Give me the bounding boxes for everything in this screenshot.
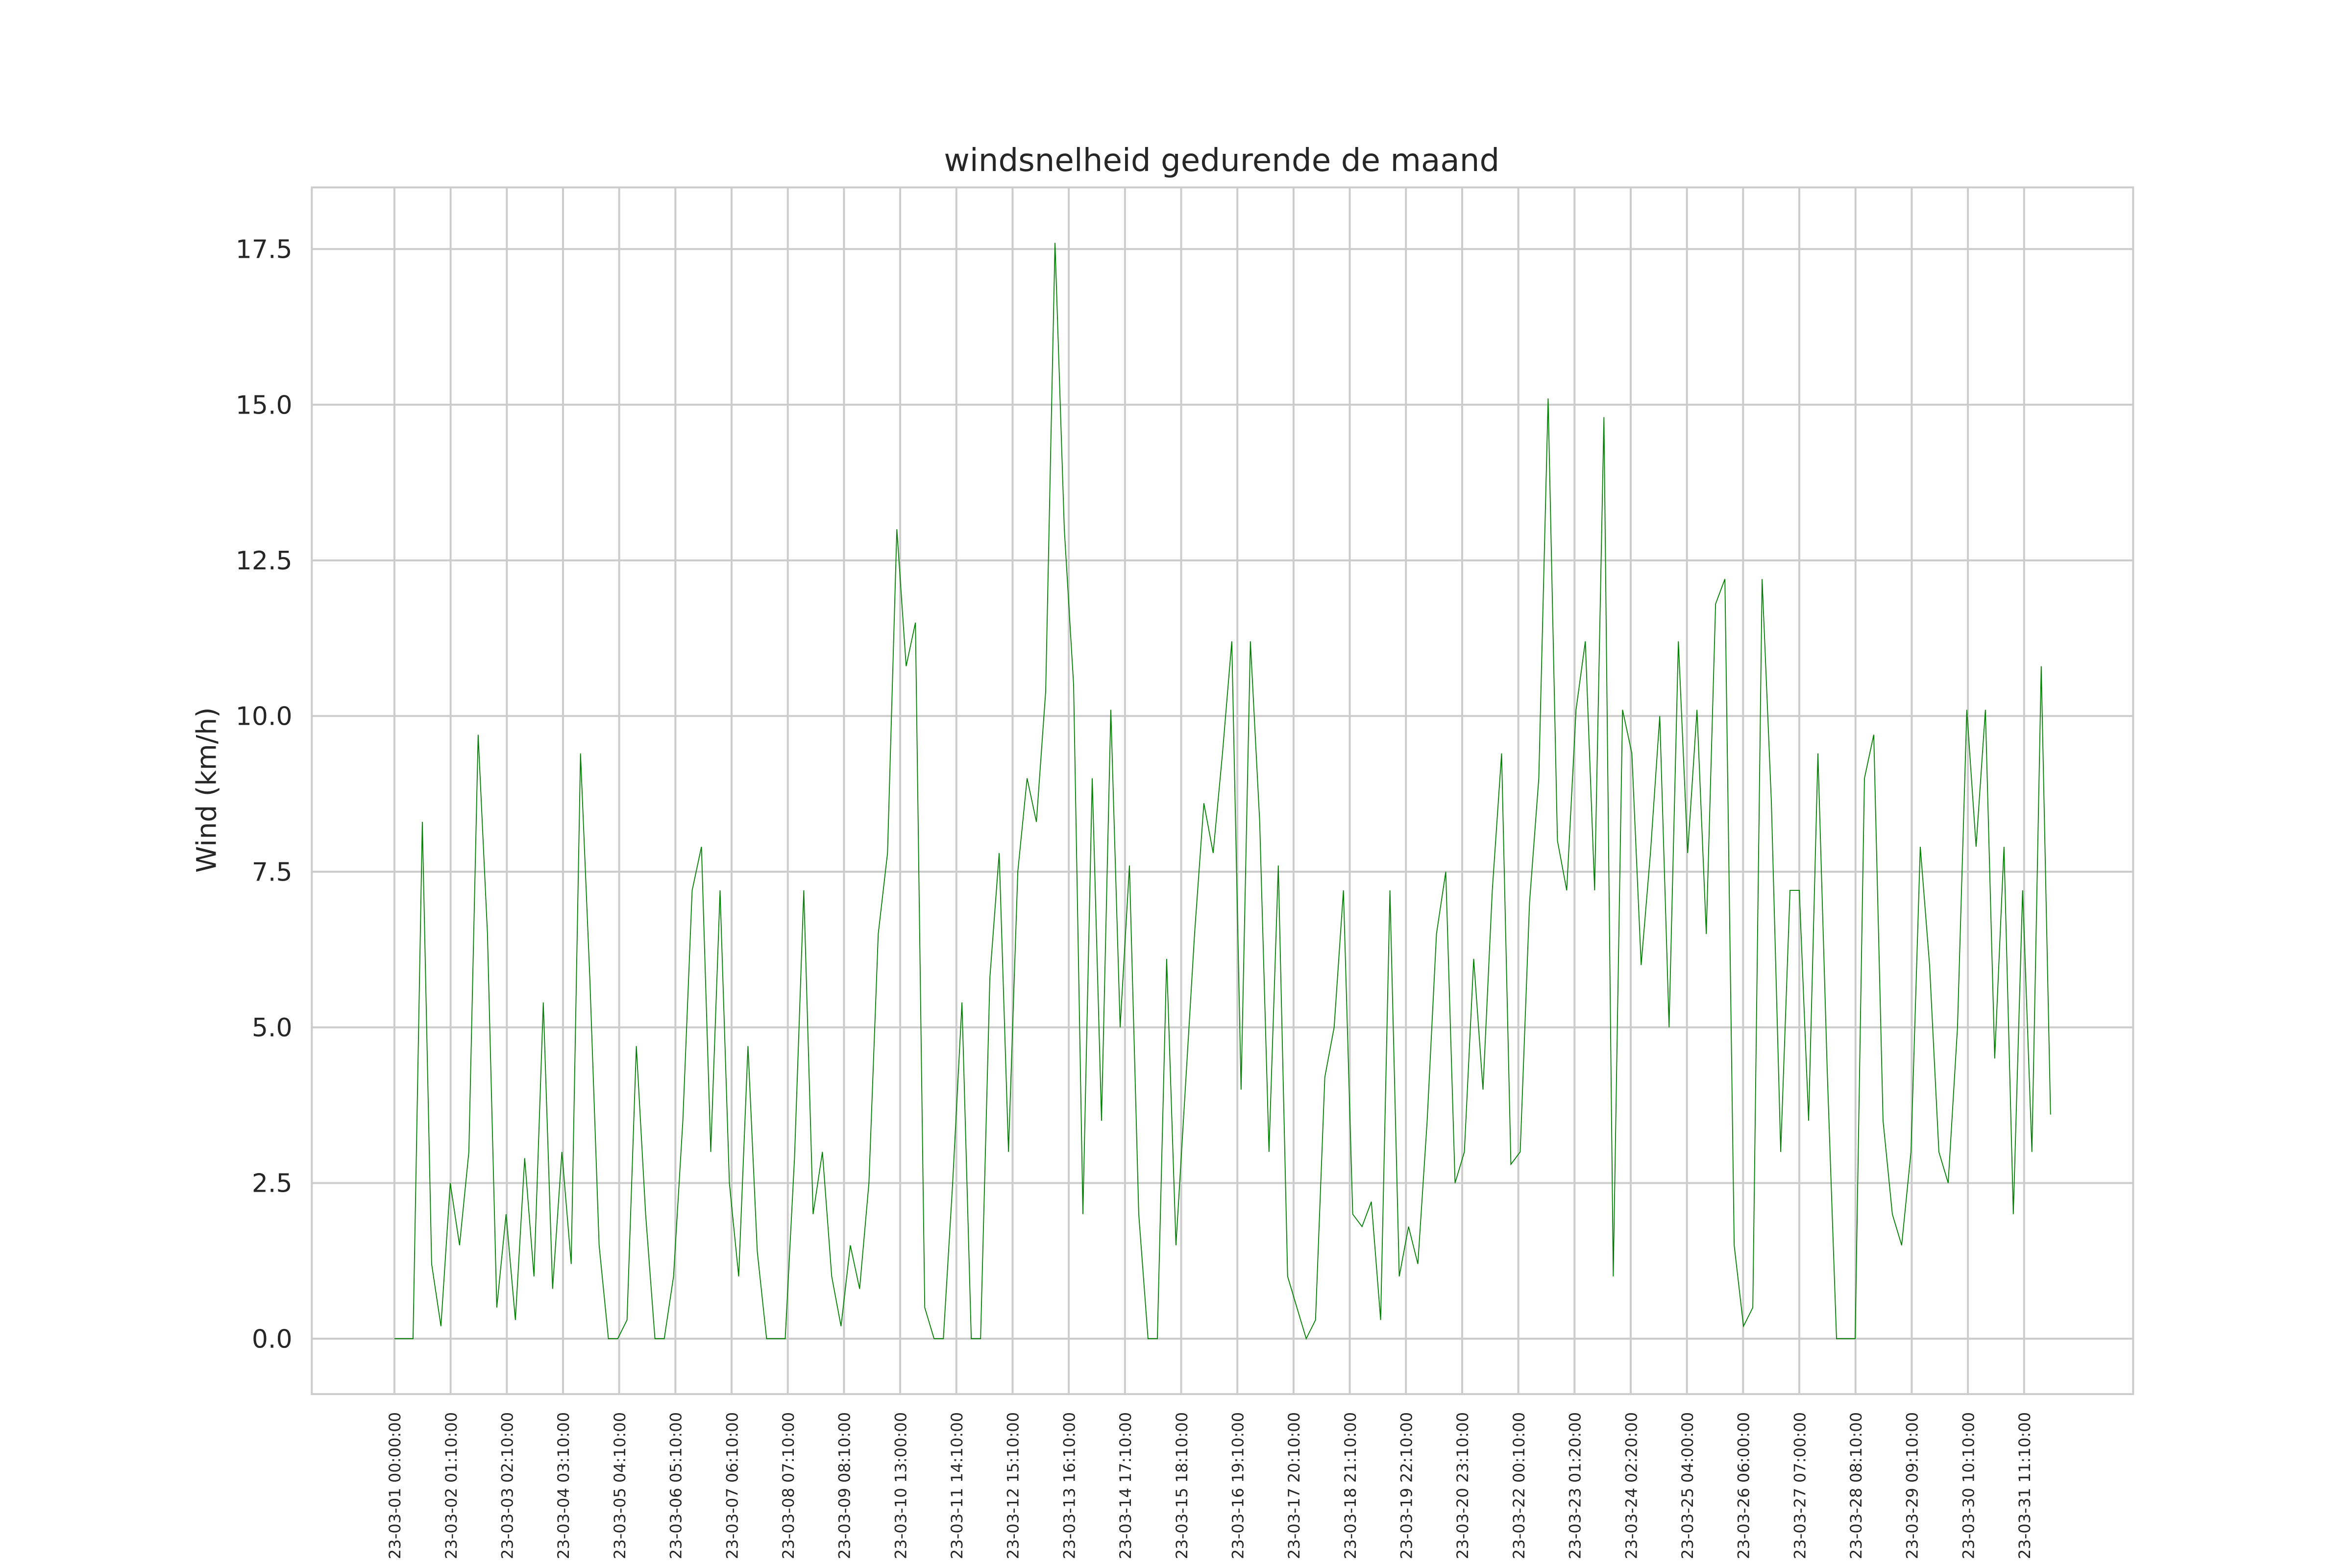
x-tick-label: 23-03-01 00:00:00 <box>386 1412 404 1559</box>
x-tick-label: 23-03-30 10:10:00 <box>1959 1412 1978 1559</box>
x-tick-label: 23-03-05 04:10:00 <box>611 1412 629 1559</box>
y-tick-label: 5.0 <box>252 1013 293 1043</box>
x-tick-label: 23-03-15 18:10:00 <box>1173 1412 1191 1559</box>
x-tick-label: 23-03-03 02:10:00 <box>498 1412 517 1559</box>
x-tick-label: 23-03-12 15:10:00 <box>1004 1412 1023 1559</box>
x-tick-label: 23-03-31 11:10:00 <box>2015 1412 2034 1559</box>
data-line <box>394 243 2051 1340</box>
y-tick-label: 0.0 <box>252 1324 293 1354</box>
y-tick-label: 12.5 <box>236 546 293 576</box>
y-tick-label: 17.5 <box>236 235 293 265</box>
x-tick-label: 23-03-22 00:10:00 <box>1510 1412 1528 1559</box>
x-tick-label: 23-03-23 01:20:00 <box>1566 1412 1585 1559</box>
x-tick-label: 23-03-26 06:00:00 <box>1735 1412 1753 1559</box>
x-tick-label: 23-03-11 14:10:00 <box>948 1412 966 1559</box>
x-tick-label: 23-03-17 20:10:00 <box>1285 1412 1303 1559</box>
y-tick-label: 7.5 <box>252 858 293 887</box>
x-tick-label: 23-03-20 23:10:00 <box>1453 1412 1472 1559</box>
x-tick-label: 23-03-09 08:10:00 <box>835 1412 854 1559</box>
x-tick-label: 23-03-04 03:10:00 <box>554 1412 573 1559</box>
x-tick-label: 23-03-16 19:10:00 <box>1228 1412 1247 1559</box>
y-axis-label: Wind (km/h) <box>191 707 222 873</box>
x-tick-label: 23-03-06 05:10:00 <box>667 1412 686 1559</box>
x-tick-label: 23-03-18 21:10:00 <box>1341 1412 1360 1559</box>
x-tick-label: 23-03-02 01:10:00 <box>442 1412 461 1559</box>
x-tick-label: 23-03-14 17:10:00 <box>1116 1412 1135 1559</box>
x-tick-label: 23-03-27 07:00:00 <box>1790 1412 1809 1559</box>
x-tick-label: 23-03-29 09:10:00 <box>1903 1412 1922 1559</box>
x-tick-label: 23-03-13 16:10:00 <box>1060 1412 1078 1559</box>
y-tick-label: 15.0 <box>236 391 293 420</box>
x-tick-label: 23-03-19 22:10:00 <box>1397 1412 1416 1559</box>
chart-title: windsnelheid gedurende de maand <box>944 142 1499 179</box>
x-tick-label: 23-03-28 08:10:00 <box>1847 1412 1865 1559</box>
y-tick-label: 10.0 <box>236 702 293 732</box>
x-tick-label: 23-03-08 07:10:00 <box>779 1412 798 1559</box>
x-tick-label: 23-03-24 02:20:00 <box>1622 1412 1641 1559</box>
x-tick-label: 23-03-25 04:00:00 <box>1678 1412 1697 1559</box>
y-tick-label: 2.5 <box>252 1169 293 1199</box>
plot-frame <box>311 186 2134 1396</box>
x-tick-label: 23-03-07 06:10:00 <box>723 1412 741 1559</box>
x-tick-label: 23-03-10 13:00:00 <box>891 1412 910 1559</box>
